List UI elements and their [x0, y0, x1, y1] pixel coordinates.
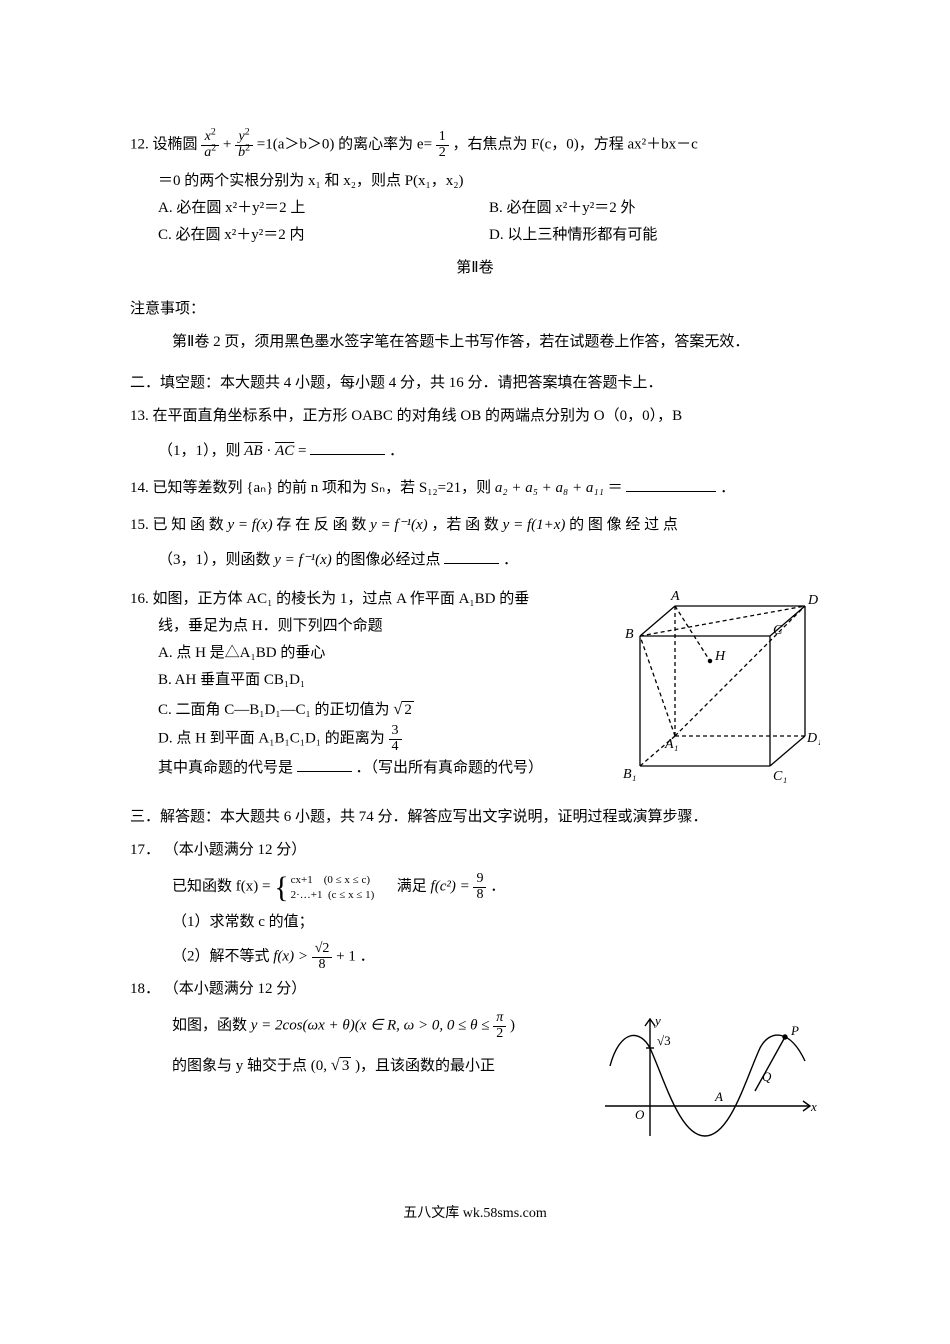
q18-l1: 如图，函数 y = 2cos(ωx + θ)(x ∈ R, ω > 0, 0 ≤…	[172, 1011, 583, 1041]
q12-optA: A. 必在圆 x²＋y²＝2 上	[158, 195, 489, 222]
q12-frac-x2a2: x2 a2	[201, 130, 219, 160]
q15-l2: （3，1），则函数 y = f⁻¹(x) 的图像必经过点 ．	[158, 547, 820, 574]
q13-num: 13.	[130, 408, 149, 424]
q14-expr: a₂ + a₅ + a₈ + a₁₁	[495, 480, 604, 496]
svg-text:√3: √3	[657, 1033, 671, 1048]
part2-title: 第Ⅱ卷	[130, 255, 820, 282]
footer: 五八文库 wk.58sms.com	[130, 1201, 820, 1226]
svg-text:A₁: A₁	[664, 737, 678, 752]
svg-text:A: A	[714, 1089, 723, 1104]
q17-l1: 已知函数 f(x) = { cx+1 (0 ≤ x ≤ c) 2·…+1 (c …	[172, 872, 820, 902]
svg-text:D: D	[807, 593, 818, 608]
svg-text:C: C	[773, 623, 783, 638]
q16-B: B. AH 垂直平面 CB₁D₁	[158, 667, 603, 694]
svg-text:B₁: B₁	[623, 767, 636, 782]
svg-text:C₁: C₁	[773, 769, 787, 784]
q17-num: 17．	[130, 842, 160, 858]
svg-text:Q: Q	[762, 1069, 772, 1084]
q12-tail: =1(a＞b＞0)	[257, 137, 335, 153]
q13-l1: 在平面直角坐标系中，正方形 OABC 的对角线 OB 的两端点分别为 O（0，0…	[153, 408, 683, 424]
q12-mid: 的离心率为 e=	[338, 137, 436, 153]
svg-text:x: x	[810, 1099, 817, 1114]
q14: 14. 已知等差数列 {aₙ} 的前 n 项和为 Sₙ，若 S₁₂=21，则 a…	[130, 475, 820, 502]
q17: 17． （本小题满分 12 分）	[130, 837, 820, 864]
q12-post: ，右焦点为 F(c，0)，方程 ax²＋bx－c	[453, 137, 698, 153]
q12-optB: B. 必在圆 x²＋y²＝2 外	[489, 195, 820, 222]
q12-line2: ＝0 的两个实根分别为 x₁ 和 x₂，则点 P(x₁，x₂)	[158, 168, 820, 195]
q17-l3: （2）解不等式 f(x) > √2 8 + 1 ．	[172, 942, 820, 972]
q12-num: 12.	[130, 137, 149, 153]
q13-blank	[310, 439, 385, 455]
q12-choices: A. 必在圆 x²＋y²＝2 上 B. 必在圆 x²＋y²＝2 外 C. 必在圆…	[158, 195, 820, 249]
q14-pre: 已知等差数列 {aₙ} 的前 n 项和为 Sₙ，若 S₁₂=21，则	[153, 480, 495, 496]
q16-blank	[297, 756, 352, 772]
q16: 16. 如图，正方体 AC₁ 的棱长为 1，过点 A 作平面 A₁BD 的垂 线…	[130, 586, 820, 786]
q18-num: 18．	[130, 981, 160, 997]
q18-l2: 的图象与 y 轴交于点 (0, √3 )，且该函数的最小正	[172, 1050, 583, 1080]
q16-A: A. 点 H 是△A₁BD 的垂心	[158, 640, 603, 667]
q14-blank	[626, 476, 716, 492]
q15: 15. 已 知 函 数 y = f(x) 存 在 反 函 数 y = f⁻¹(x…	[130, 512, 820, 539]
notice-body: 第Ⅱ卷 2 页，须用黑色墨水签字笔在答题卡上书写作答，若在试题卷上作答，答案无效…	[172, 329, 820, 356]
q18-body: 如图，函数 y = 2cos(ωx + θ)(x ∈ R, ω > 0, 0 ≤…	[130, 1011, 820, 1141]
notice-head: 注意事项：	[130, 296, 820, 323]
q17-l2: （1）求常数 c 的值；	[172, 909, 820, 936]
svg-text:O: O	[635, 1107, 645, 1122]
svg-text:P: P	[790, 1023, 799, 1038]
svg-text:y: y	[653, 1013, 661, 1028]
q16-C: C. 二面角 C—B₁D₁—C₁ 的正切值为 √2	[158, 694, 603, 724]
cube-figure: A D B C A₁ D₁ B₁ C₁ H	[615, 586, 820, 786]
svg-text:D₁: D₁	[806, 731, 820, 746]
svg-text:A: A	[670, 589, 680, 604]
q13: 13. 在平面直角坐标系中，正方形 OABC 的对角线 OB 的两端点分别为 O…	[130, 403, 820, 430]
q18: 18． （本小题满分 12 分）	[130, 976, 820, 1003]
q13-l2: （1，1），则 AB · AC = ．	[158, 438, 820, 465]
q16-num: 16.	[130, 591, 149, 607]
cosine-figure: y x O A P Q √3	[595, 1011, 820, 1141]
q16-D: D. 点 H 到平面 A₁B₁C₁D₁ 的距离为 3 4	[158, 724, 603, 754]
q12-frac-y2b2: y2 b2	[235, 130, 253, 160]
fill-head: 二．填空题：本大题共 4 小题，每小题 4 分，共 16 分．请把答案填在答题卡…	[130, 370, 820, 397]
q12-pre: 设椭圆	[153, 137, 198, 153]
q12: 12. 设椭圆 x2 a2 + y2 b2 =1(a＞b＞0) 的离心率为 e=…	[130, 130, 820, 160]
q12-half: 1 2	[436, 130, 449, 160]
q15-blank	[444, 548, 499, 564]
q12-plus: +	[223, 137, 235, 153]
svg-text:B: B	[625, 627, 634, 642]
q16-tail: 其中真命题的代号是 ．（写出所有真命题的代号）	[158, 755, 603, 782]
svg-text:H: H	[714, 649, 726, 664]
piecewise: { cx+1 (0 ≤ x ≤ c) 2·…+1 (c ≤ x ≤ 1)	[274, 873, 374, 903]
q14-num: 14.	[130, 480, 149, 496]
q12-optD: D. 以上三种情形都有可能	[489, 222, 820, 249]
q15-num: 15.	[130, 517, 149, 533]
solve-head: 三．解答题：本大题共 6 小题，共 74 分．解答应写出文字说明，证明过程或演算…	[130, 804, 820, 831]
q12-optC: C. 必在圆 x²＋y²＝2 内	[158, 222, 489, 249]
